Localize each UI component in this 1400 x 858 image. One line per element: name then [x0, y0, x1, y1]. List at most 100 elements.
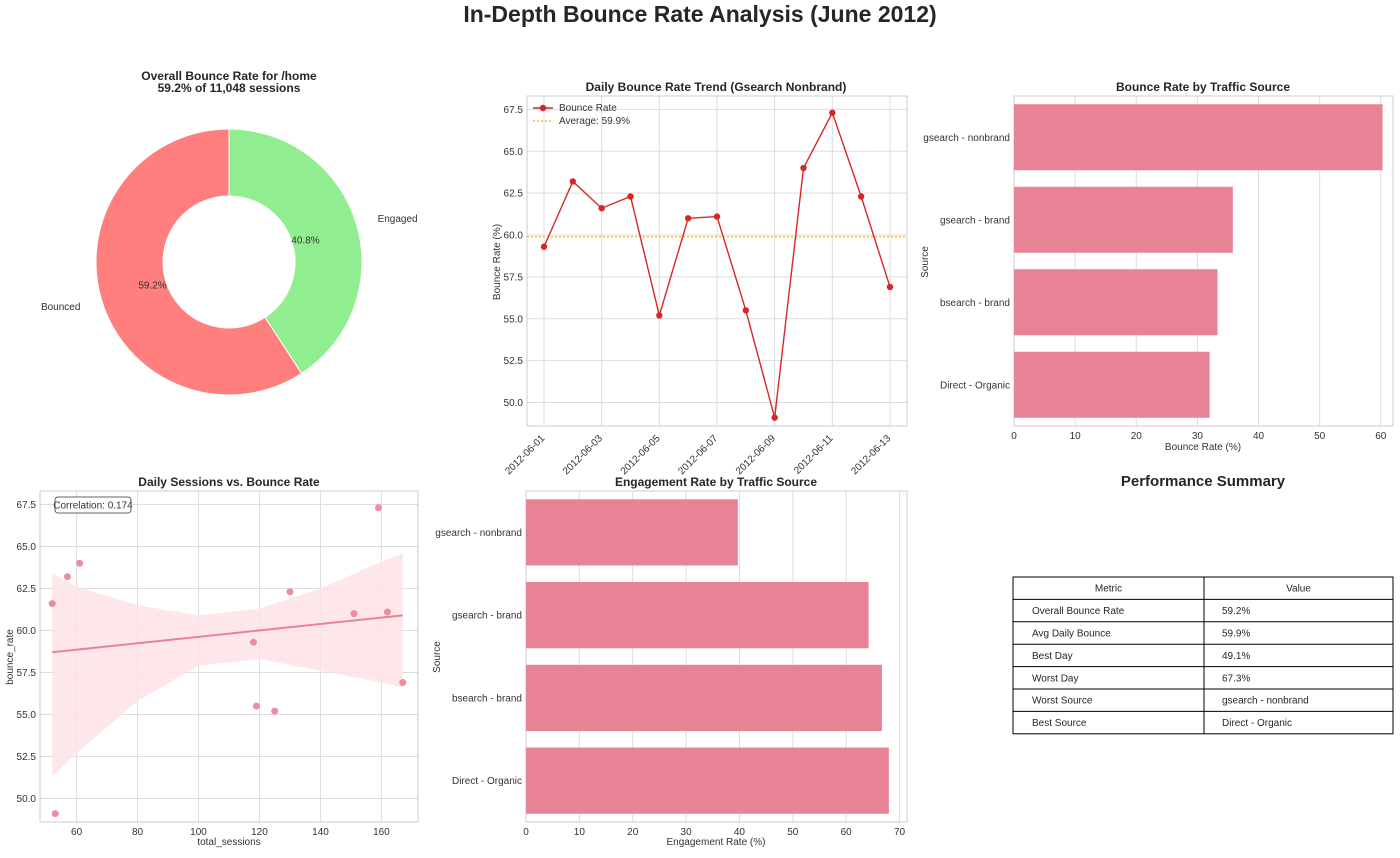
- trend-point: [800, 164, 807, 172]
- engage-source-xtick: 20: [627, 827, 639, 838]
- summary-cell-value: 59.2%: [1222, 606, 1250, 617]
- trend-legend-marker: [539, 104, 547, 112]
- scatter-ytick: 55.0: [17, 710, 37, 721]
- trend-point: [857, 193, 865, 200]
- engage-source-xtick: 0: [523, 827, 529, 838]
- summary-cell-metric: Best Day: [1032, 651, 1073, 662]
- scatter-point: [249, 638, 257, 646]
- scatter-ytick: 67.5: [17, 500, 37, 511]
- engage-source-category-label: gsearch - nonbrand: [435, 528, 522, 539]
- trend-xtick: 2012-06-11: [792, 433, 836, 477]
- bounce-source-plot-frame: [1013, 95, 1394, 427]
- trend-ytick: 60.0: [504, 231, 524, 242]
- bounce-source-xtick: 30: [1192, 431, 1204, 442]
- summary-cell-metric: Best Source: [1032, 718, 1087, 729]
- panel-overall-bounce-donut: Overall Bounce Rate for /home 59.2% of 1…: [41, 69, 418, 396]
- scatter-point: [48, 600, 56, 608]
- bounce-source-xtick: 20: [1131, 431, 1143, 442]
- trend-point: [829, 109, 836, 116]
- trend-legend-average: Average: 59.9%: [559, 116, 630, 127]
- scatter-ytick: 57.5: [17, 668, 37, 679]
- scatter-ytick: 62.5: [17, 584, 37, 595]
- scatter-ytick: 52.5: [17, 752, 37, 763]
- trend-point: [656, 312, 663, 319]
- summary-cell-value: 49.1%: [1222, 651, 1250, 662]
- scatter-xlabel: total_sessions: [197, 837, 260, 848]
- scatter-annotation-box: [54, 496, 132, 514]
- scatter-regression-line: [52, 614, 403, 654]
- donut-subtitle: 59.2% of 11,048 sessions: [158, 81, 301, 95]
- bounce-source-xtick: 40: [1253, 431, 1265, 442]
- engage-source-xtick: 60: [841, 827, 853, 838]
- trend-xtick: 2012-06-13: [849, 433, 893, 477]
- engage-source-ylabel: Source: [432, 641, 443, 673]
- bounce-source-xtick: 50: [1314, 431, 1326, 442]
- engage-source-xlabel: Engagement Rate (%): [667, 837, 766, 848]
- engage-source-title: Engagement Rate by Traffic Source: [615, 475, 817, 489]
- scatter-point: [271, 707, 279, 715]
- scatter-point: [374, 504, 382, 512]
- bounce-source-ylabel: Source: [920, 246, 931, 278]
- summary-cell-metric: Overall Bounce Rate: [1032, 606, 1125, 617]
- scatter-point: [51, 810, 59, 818]
- scatter-point: [63, 573, 71, 581]
- summary-cell-value: Direct - Organic: [1222, 718, 1292, 729]
- engage-source-xtick: 40: [734, 827, 746, 838]
- trend-point: [713, 213, 721, 220]
- donut-label-bounced: Bounced: [41, 302, 80, 313]
- summary-cell-value: gsearch - nonbrand: [1222, 696, 1309, 707]
- bounce-source-category-label: gsearch - nonbrand: [923, 133, 1010, 144]
- trend-point: [569, 178, 577, 185]
- engage-source-category-label: gsearch - brand: [452, 611, 522, 622]
- bounce-source-xlabel: Bounce Rate (%): [1165, 442, 1241, 453]
- panel-engagement-by-source: Engagement Rate by Traffic Source Engage…: [432, 475, 908, 848]
- scatter-plot-frame: [39, 490, 419, 823]
- scatter-ytick: 50.0: [17, 794, 37, 805]
- engage-source-bar: [526, 664, 882, 731]
- engage-source-xtick: 50: [787, 827, 799, 838]
- bounce-source-bar: [1014, 351, 1210, 418]
- summary-header-value: Value: [1286, 584, 1311, 595]
- engage-source-bar: [526, 747, 889, 814]
- trend-ylabel: Bounce Rate (%): [492, 224, 503, 300]
- trend-ytick: 52.5: [504, 356, 524, 367]
- scatter-correlation-annotation: Correlation: 0.174: [53, 501, 133, 512]
- bounce-source-bar: [1014, 186, 1233, 253]
- trend-xtick: 2012-06-03: [561, 433, 605, 477]
- donut-label-engaged: Engaged: [378, 214, 418, 225]
- engage-source-xtick: 10: [574, 827, 586, 838]
- trend-plot-frame: [526, 95, 908, 427]
- donut-slice-bounced: [95, 128, 303, 396]
- scatter-point: [350, 610, 358, 618]
- scatter-xtick: 80: [132, 827, 144, 838]
- trend-ytick: 50.0: [504, 398, 524, 409]
- summary-cell-metric: Worst Source: [1032, 696, 1093, 707]
- panel-sessions-vs-bounce: Daily Sessions vs. Bounce Rate total_ses…: [5, 475, 419, 848]
- scatter-ytick: 60.0: [17, 626, 37, 637]
- summary-cell-value: 67.3%: [1222, 673, 1250, 684]
- bounce-source-category-label: Direct - Organic: [940, 380, 1010, 391]
- donut-pct-engaged: 40.8%: [291, 235, 319, 246]
- engage-source-xtick: 30: [681, 827, 693, 838]
- trend-point: [627, 193, 634, 200]
- figure-title: In-Depth Bounce Rate Analysis (June 2012…: [463, 1, 936, 27]
- scatter-point: [399, 679, 407, 687]
- trend-point: [598, 205, 605, 212]
- engage-source-xtick: 70: [894, 827, 906, 838]
- scatter-xtick: 160: [373, 827, 390, 838]
- summary-cell-metric: Worst Day: [1032, 673, 1079, 684]
- scatter-xtick: 100: [190, 827, 207, 838]
- bounce-source-xtick: 60: [1375, 431, 1387, 442]
- panel-bounce-by-source: Bounce Rate by Traffic Source Bounce Rat…: [920, 80, 1394, 453]
- donut-pct-bounced: 59.2%: [138, 281, 166, 292]
- summary-title: Performance Summary: [1121, 473, 1286, 490]
- scatter-ytick: 65.0: [17, 542, 37, 553]
- trend-ytick: 65.0: [504, 147, 524, 158]
- trend-xtick: 2012-06-01: [503, 433, 547, 477]
- bounce-source-bar: [1014, 104, 1383, 171]
- trend-xtick: 2012-06-07: [676, 433, 720, 477]
- engage-source-category-label: bsearch - brand: [452, 693, 522, 704]
- trend-xtick: 2012-06-05: [619, 433, 663, 477]
- scatter-point: [286, 588, 294, 596]
